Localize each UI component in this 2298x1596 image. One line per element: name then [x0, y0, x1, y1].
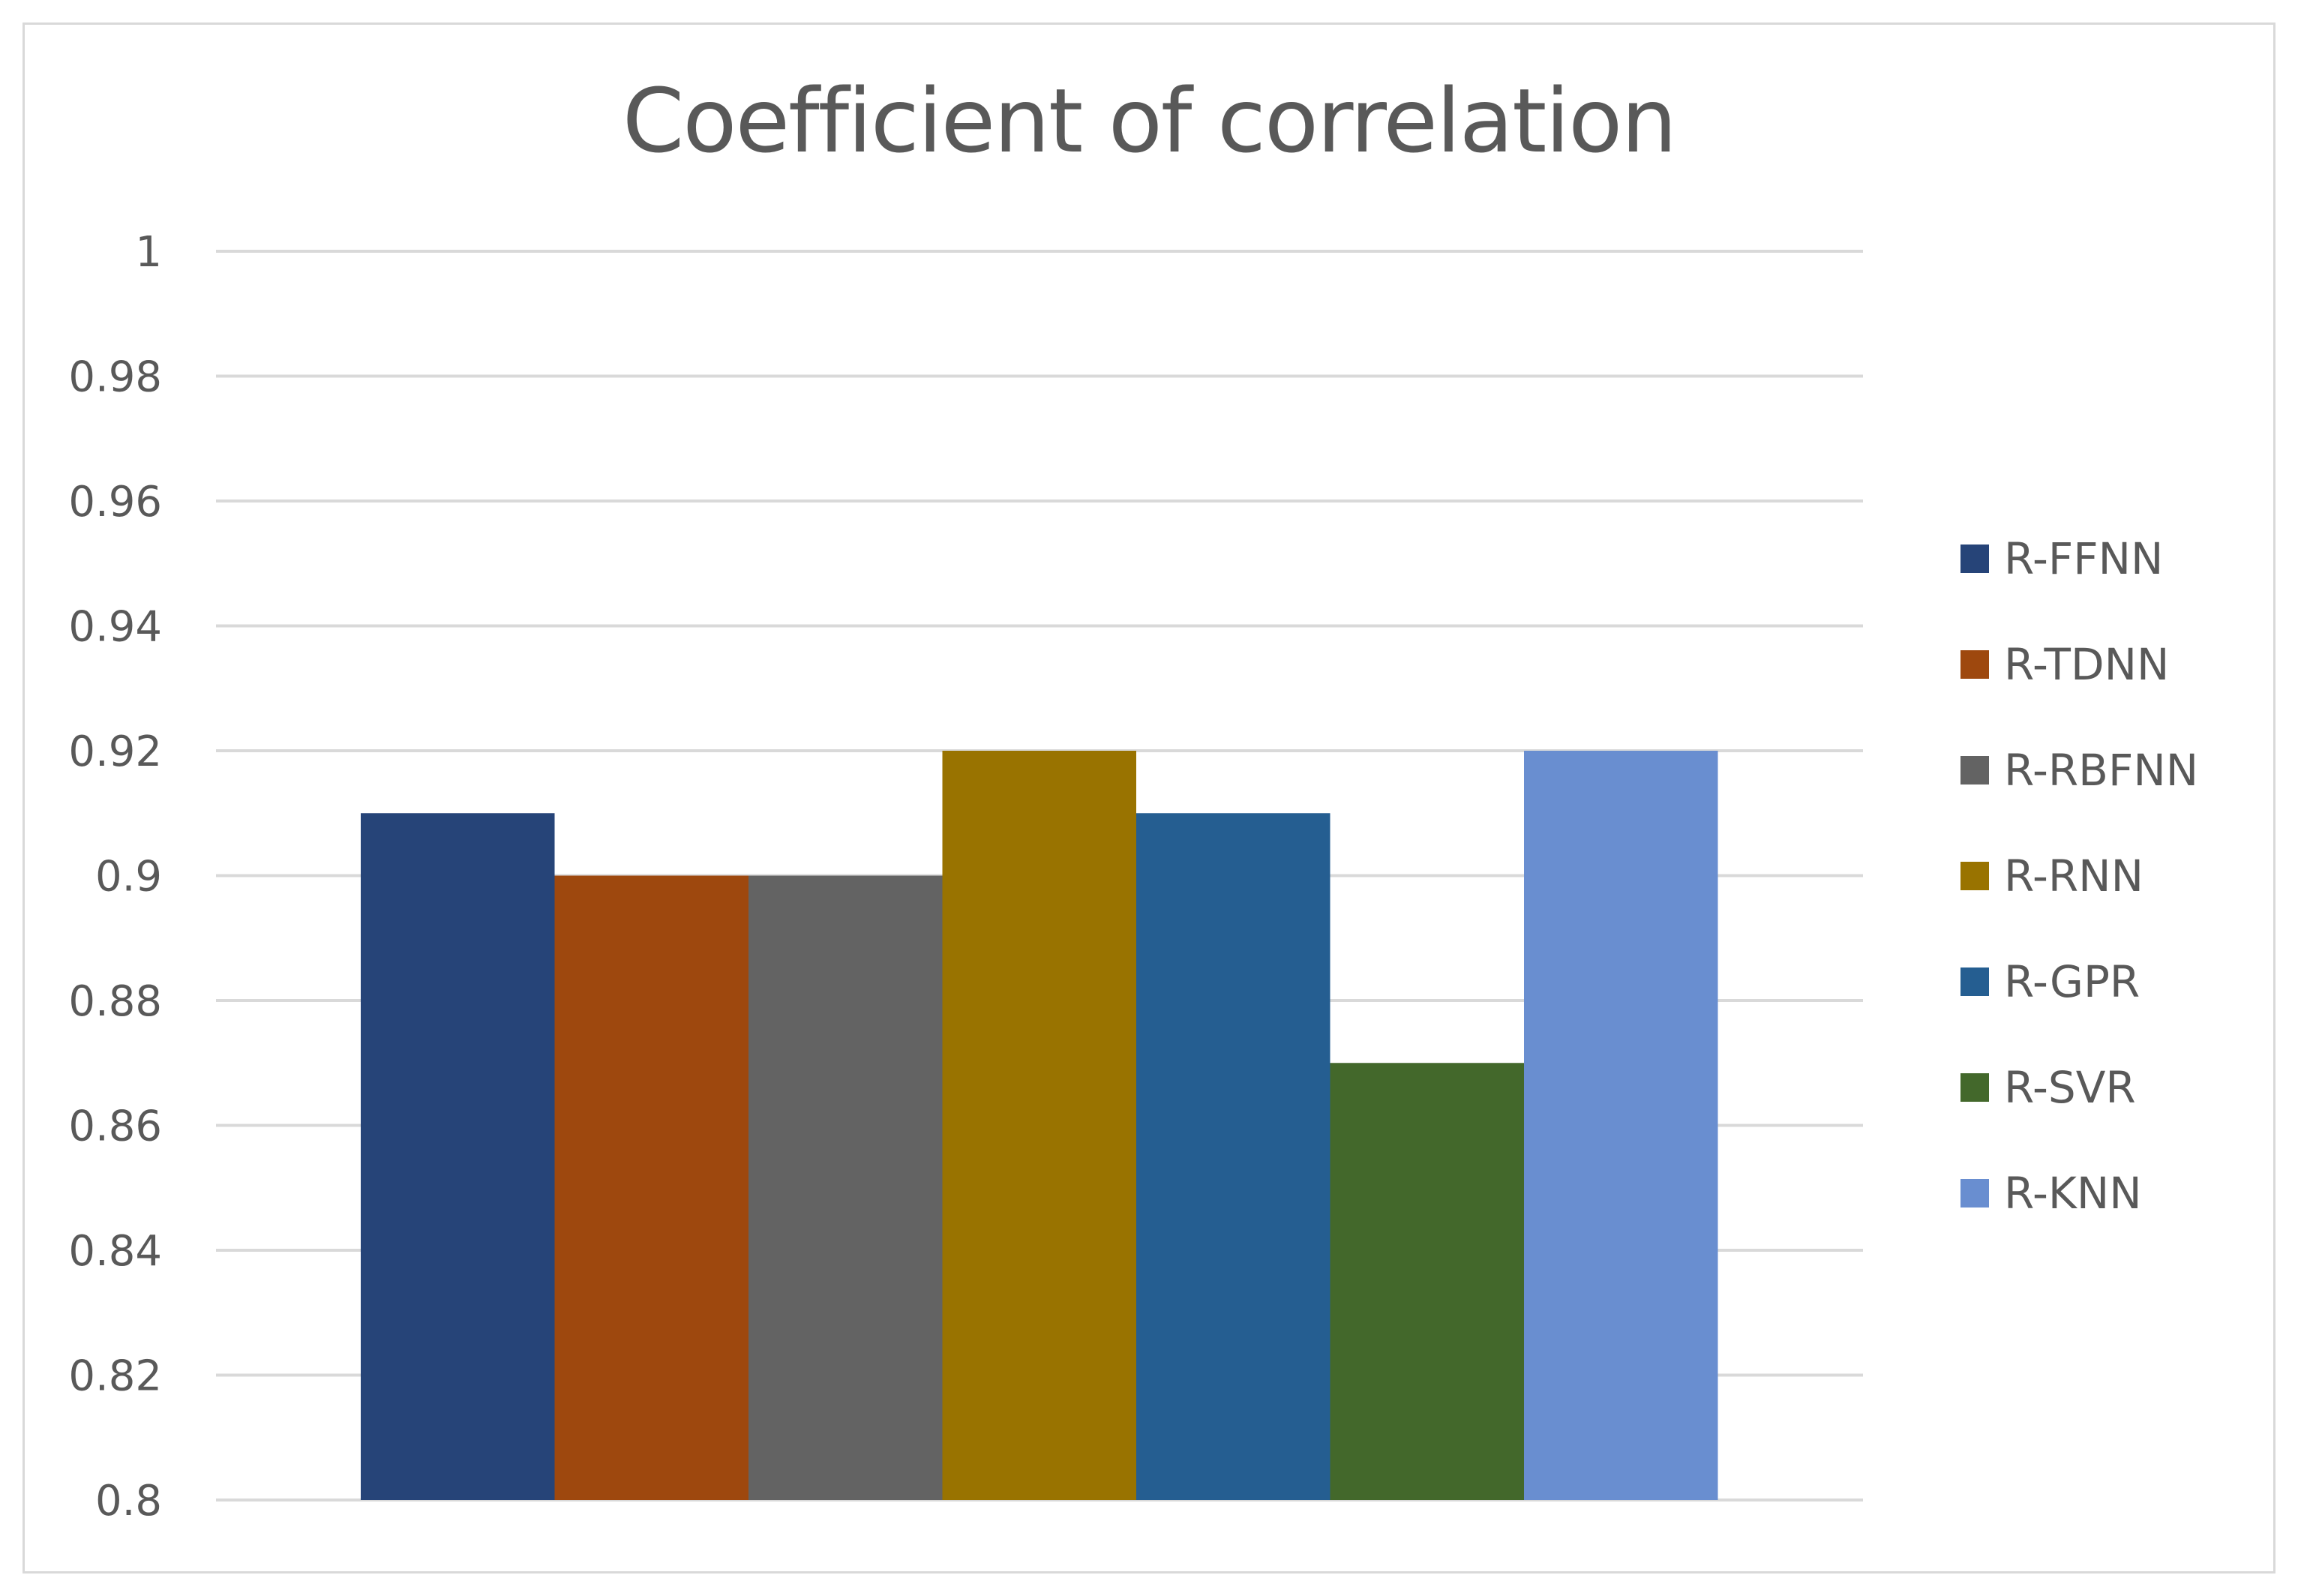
legend-swatch [1960, 1179, 1989, 1208]
legend-item-r-rnn: R-RNN [1960, 850, 2144, 902]
legend-label: R-RBFNN [2004, 745, 2199, 796]
legend-swatch [1960, 650, 1989, 679]
legend-swatch [1960, 1073, 1989, 1102]
y-tick-label: 0.96 [68, 478, 162, 526]
y-tick-label: 0.9 [95, 853, 162, 902]
legend-label: R-GPR [2004, 956, 2140, 1007]
y-tick-label: 0.84 [68, 1227, 162, 1276]
y-tick-label: 0.98 [68, 353, 162, 402]
legend: R-FFNN R-TDNN R-RBFNN R-RNN R-GPR R-SVR R-KNN [1960, 0, 2290, 1596]
legend-label: R-SVR [2004, 1062, 2136, 1113]
legend-item-r-rbfnn: R-RBFNN [1960, 745, 2199, 796]
legend-label: R-FFNN [2004, 533, 2164, 584]
legend-item-r-knn: R-KNN [1960, 1168, 2142, 1219]
legend-swatch [1960, 862, 1989, 890]
legend-label: R-RNN [2004, 850, 2144, 902]
y-tick-label: 0.86 [68, 1102, 162, 1151]
y-tick-label: 0.94 [68, 603, 162, 652]
bar-r-rnn [942, 751, 1136, 1500]
bar-r-svr [1330, 1063, 1524, 1500]
chart-title: Coefficient of correlation [622, 69, 1677, 172]
bar-r-knn [1524, 751, 1718, 1500]
legend-item-r-ffnn: R-FFNN [1960, 533, 2164, 584]
legend-item-r-gpr: R-GPR [1960, 956, 2140, 1007]
legend-label: R-KNN [2004, 1168, 2142, 1219]
legend-swatch [1960, 968, 1989, 996]
y-tick-label: 0.92 [68, 728, 162, 776]
bar-r-tdnn [554, 875, 748, 1500]
y-tick-label: 1 [135, 228, 162, 277]
bar-r-ffnn [361, 813, 555, 1500]
legend-label: R-TDNN [2004, 639, 2170, 690]
legend-swatch [1960, 544, 1989, 573]
legend-swatch [1960, 756, 1989, 784]
bar-r-rbfnn [748, 875, 943, 1500]
legend-item-r-svr: R-SVR [1960, 1062, 2136, 1113]
legend-item-r-tdnn: R-TDNN [1960, 639, 2170, 690]
y-tick-label: 0.88 [68, 977, 162, 1026]
y-tick-label: 0.82 [68, 1352, 162, 1401]
y-tick-label: 0.8 [95, 1477, 162, 1526]
bar-r-gpr [1136, 813, 1330, 1500]
